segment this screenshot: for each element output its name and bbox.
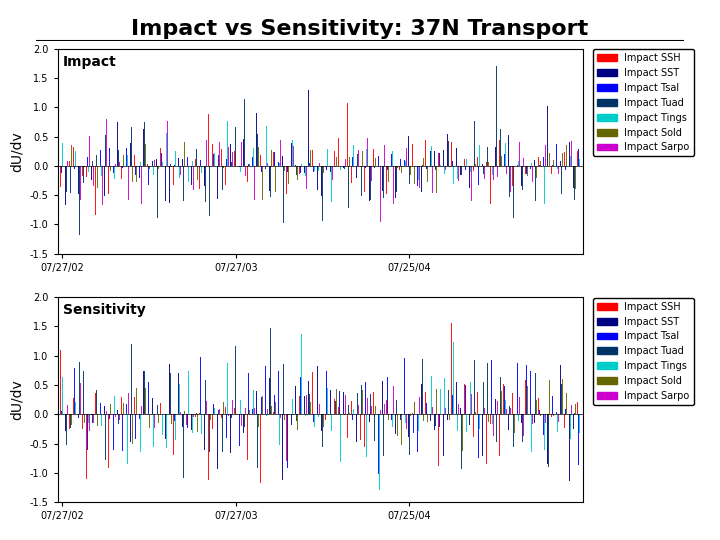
Text: Impact: Impact (63, 55, 117, 69)
Legend: Impact SSH, Impact SST, Impact Tsal, Impact Tuad, Impact Tings, Impact Sold, Imp: Impact SSH, Impact SST, Impact Tsal, Imp… (593, 298, 693, 404)
Y-axis label: dU/dv: dU/dv (10, 379, 24, 420)
Text: Impact vs Sensitivity: 37N Transport: Impact vs Sensitivity: 37N Transport (131, 19, 589, 39)
Y-axis label: dU/dv: dU/dv (10, 131, 24, 172)
Legend: Impact SSH, Impact SST, Impact Tsal, Impact Tuad, Impact Tings, Impact Sold, Imp: Impact SSH, Impact SST, Impact Tsal, Imp… (593, 49, 693, 156)
Text: Sensitivity: Sensitivity (63, 303, 145, 317)
